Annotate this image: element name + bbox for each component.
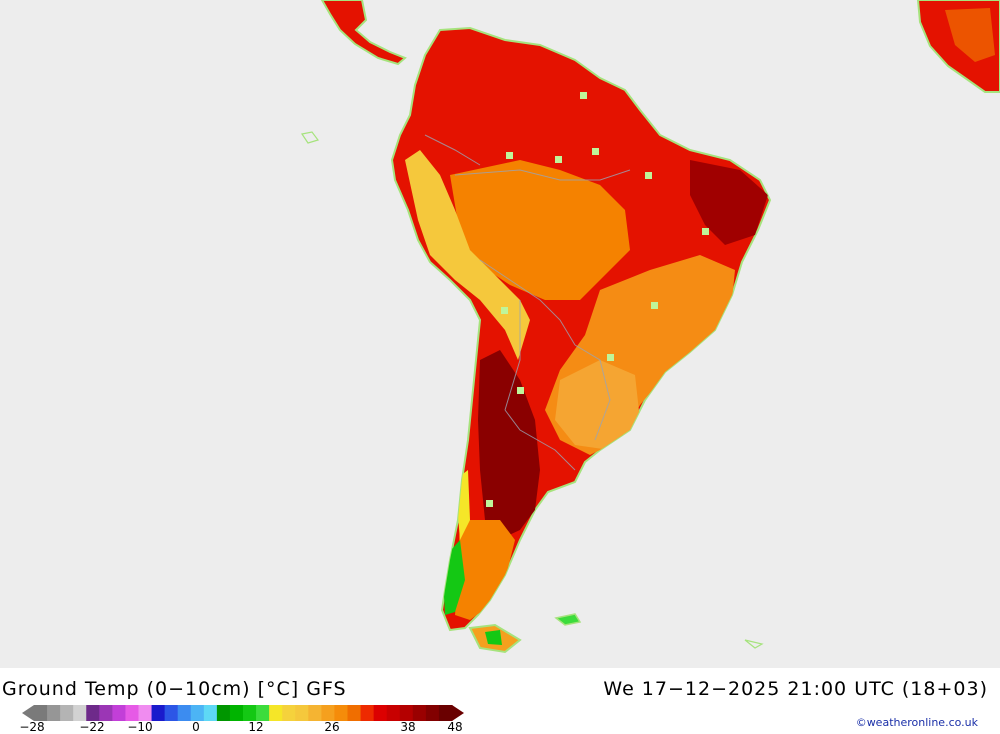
legend-color-swatch <box>216 705 231 721</box>
legend-color-swatch <box>86 705 100 721</box>
color-legend <box>22 705 464 721</box>
legend-color-swatch <box>412 705 427 721</box>
legend-color-swatch <box>386 705 401 721</box>
legend-color-swatch <box>360 705 375 721</box>
legend-color-swatch <box>256 705 270 721</box>
legend-color-swatch <box>334 705 348 721</box>
legend-color-swatch <box>373 705 388 721</box>
country-borders <box>424 134 631 471</box>
legend-color-swatch <box>125 705 139 721</box>
legend-color-swatch <box>321 705 335 721</box>
legend-color-swatch <box>308 705 322 721</box>
temperature-map[interactable] <box>0 0 1000 668</box>
legend-tick: −22 <box>79 720 105 734</box>
legend-color-swatch <box>229 705 244 721</box>
legend-color-swatch <box>73 705 87 721</box>
legend-tick-labels: −28 −22 −10 0 12 26 38 48 <box>0 720 480 734</box>
station-markers <box>486 92 709 507</box>
legend-color-swatch <box>47 705 61 721</box>
legend-min-arrow <box>22 705 34 721</box>
credit-link[interactable]: ©weatheronline.co.uk <box>855 716 978 729</box>
mild-zone <box>555 360 640 450</box>
legend-color-swatch <box>60 705 74 721</box>
legend-color-swatch <box>425 705 440 721</box>
patagonia-zone <box>455 520 515 620</box>
legend-color-swatch <box>151 705 166 721</box>
legend-color-swatch <box>295 705 309 721</box>
legend-tick: 38 <box>400 720 416 734</box>
legend-tick: 48 <box>447 720 463 734</box>
northeast-brazil-hot-zone <box>690 160 768 245</box>
legend-color-swatch <box>177 705 192 721</box>
legend-color-swatch <box>347 705 362 721</box>
map-footer: Ground Temp (0−10cm) [°C] GFS We 17−12−2… <box>0 668 1000 734</box>
tierra-del-fuego-cold <box>485 630 502 645</box>
legend-color-swatch <box>138 705 153 721</box>
africa-hot-zone <box>945 8 995 62</box>
map-canvas <box>301 0 1000 654</box>
legend-max-arrow <box>452 705 464 721</box>
legend-tick: 0 <box>192 720 200 734</box>
legend-color-swatch <box>190 705 205 721</box>
galapagos-islands <box>301 131 319 144</box>
legend-color-swatch <box>269 705 283 721</box>
legend-color-swatch <box>399 705 414 721</box>
legend-color-swatch <box>203 705 218 721</box>
central-america-landmass <box>320 0 407 66</box>
valid-time-label: We 17−12−2025 21:00 UTC (18+03) <box>603 678 988 700</box>
amazon-warm-zone <box>450 160 630 300</box>
legend-color-swatch <box>282 705 296 721</box>
legend-tick: −10 <box>127 720 153 734</box>
legend-color-swatch <box>243 705 257 721</box>
legend-tick: −28 <box>19 720 45 734</box>
legend-color-swatch <box>112 705 126 721</box>
legend-color-swatch <box>438 705 453 721</box>
legend-tick: 26 <box>324 720 340 734</box>
legend-color-swatch <box>164 705 179 721</box>
andes-cool-zone <box>405 150 530 360</box>
legend-tick: 12 <box>248 720 264 734</box>
legend-color-swatch <box>34 705 48 721</box>
legend-color-swatch <box>99 705 113 721</box>
south-georgia <box>744 639 764 649</box>
map-title: Ground Temp (0−10cm) [°C] GFS <box>2 678 347 700</box>
falkland-islands <box>554 613 582 626</box>
argentina-hot-zone <box>478 350 540 540</box>
legend-gradient <box>22 705 464 721</box>
